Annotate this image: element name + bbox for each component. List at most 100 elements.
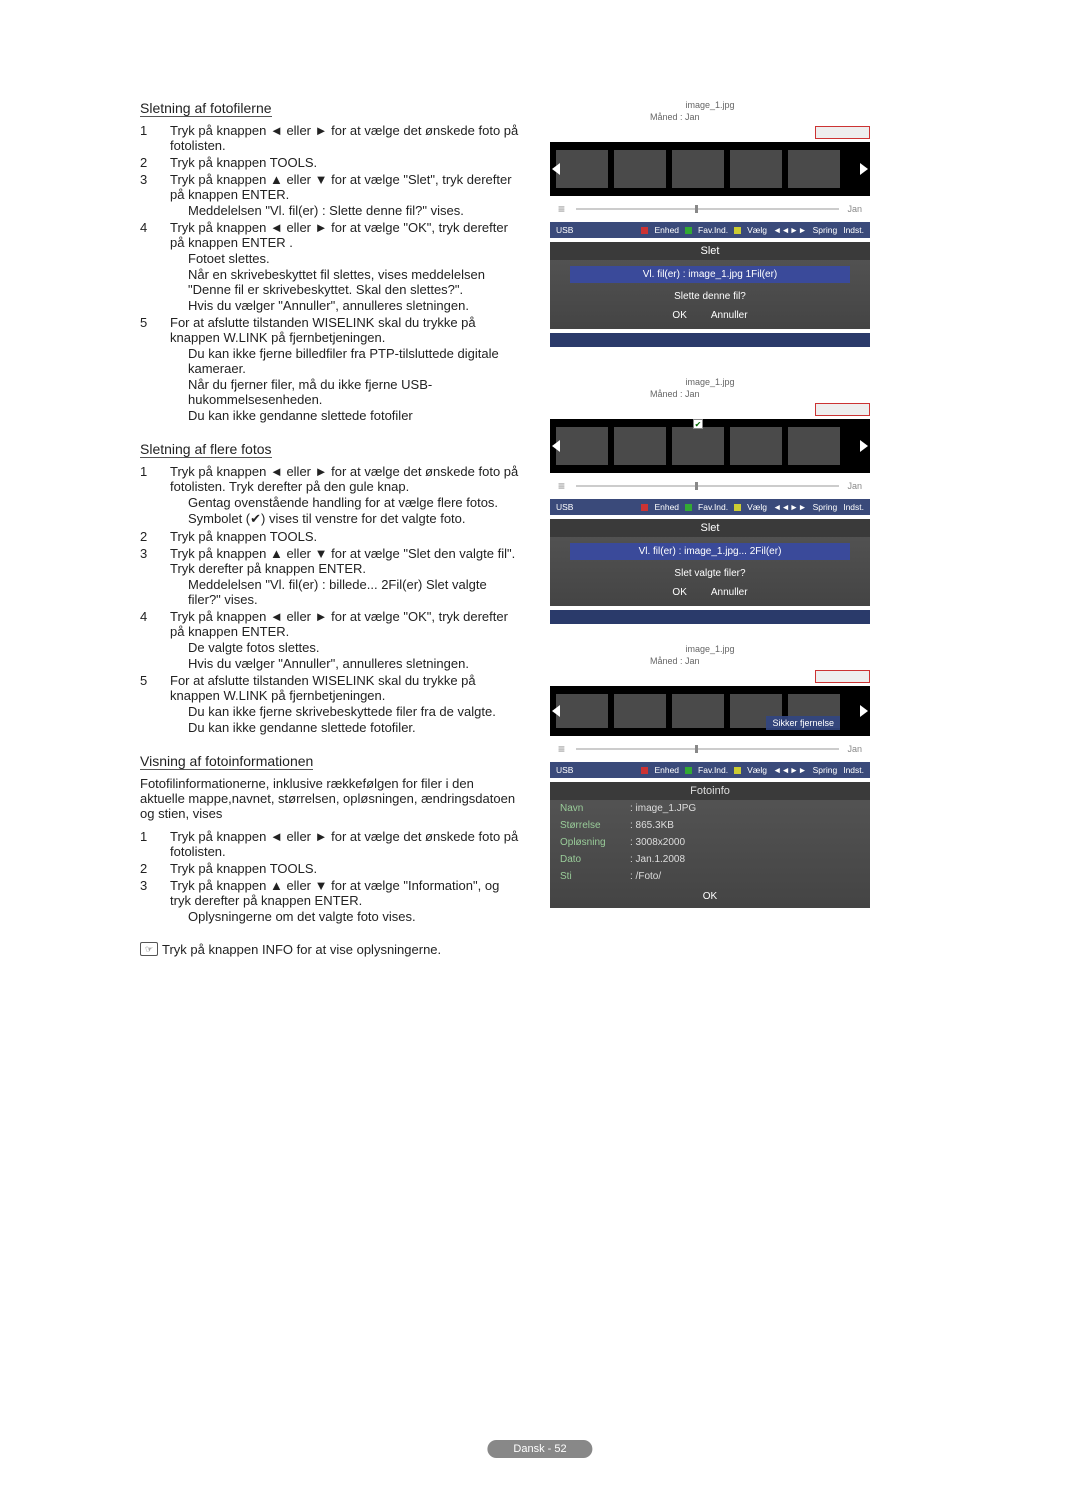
step-subnote: De valgte fotos slettes. <box>170 640 520 655</box>
step-text: Tryk på knappen TOOLS. <box>170 529 520 544</box>
step-number: 1 <box>140 829 170 859</box>
bottom-strip <box>550 610 870 624</box>
arrow-left-icon[interactable] <box>552 163 560 175</box>
thumbnail[interactable] <box>730 150 782 188</box>
info-value: : 3008x2000 <box>630 837 685 848</box>
safe-remove-overlay: Sikker fjernelse <box>766 716 840 730</box>
dialog-file-info: Vl. fil(er) : image_1.jpg... 2Fil(er) <box>570 543 850 560</box>
step-number: 1 <box>140 123 170 153</box>
menu-icon <box>558 742 568 756</box>
step-text: Tryk på knappen ◄ eller ► for at vælge d… <box>170 464 520 527</box>
thumbnail[interactable] <box>556 694 608 728</box>
dialog-title: Slet <box>550 242 870 260</box>
thumbnail[interactable] <box>672 694 724 728</box>
step-text: Tryk på knappen ◄ eller ► for at vælge d… <box>170 123 520 153</box>
dialog-message: Slet valgte filer? <box>550 560 870 587</box>
ok-button[interactable]: OK <box>672 587 686 598</box>
step-number: 4 <box>140 609 170 671</box>
step-subnote: Du kan ikke gendanne slettede fotofiler <box>170 408 520 423</box>
usb-label: USB <box>556 225 573 235</box>
page-footer: Dansk - 52 <box>487 1440 592 1458</box>
step-item: 2Tryk på knappen TOOLS. <box>140 529 520 544</box>
arrow-left-icon[interactable] <box>552 705 560 717</box>
tv-panel-delete-single: image_1.jpg Måned : Jan Jan USB <box>550 100 870 347</box>
section1-title: Sletning af fotofilerne <box>140 100 272 117</box>
info-row: Opløsning: 3008x2000 <box>550 834 870 851</box>
step-text: Tryk på knappen ◄ eller ► for at vælge "… <box>170 609 520 671</box>
thumbnail[interactable] <box>556 427 608 465</box>
thumbnail[interactable] <box>730 427 782 465</box>
tv-panel-delete-multi: image_1.jpg Måned : Jan ✔ Jan USB <box>550 377 870 624</box>
thumbnail[interactable] <box>788 150 840 188</box>
step-item: 1Tryk på knappen ◄ eller ► for at vælge … <box>140 829 520 859</box>
step-text: Tryk på knappen TOOLS. <box>170 155 520 170</box>
step-subnote: Symbolet (✔) vises til venstre for det v… <box>170 511 520 527</box>
step-item: 1Tryk på knappen ◄ eller ► for at vælge … <box>140 123 520 153</box>
arrow-right-icon[interactable] <box>860 440 868 452</box>
step-subnote: Hvis du vælger "Annuller", annulleres sl… <box>170 298 520 313</box>
step-text: Tryk på knappen ◄ eller ► for at vælge d… <box>170 829 520 859</box>
thumbnail[interactable] <box>614 427 666 465</box>
info-value: : Jan.1.2008 <box>630 854 685 865</box>
dialog-file-info: Vl. fil(er) : image_1.jpg 1Fil(er) <box>570 266 850 283</box>
step-number: 4 <box>140 220 170 313</box>
step-subnote: Du kan ikke fjerne skrivebeskyttede file… <box>170 704 520 719</box>
usb-status-bar: USB Enhed Fav.Ind. Vælg ◄◄►►Spring Indst… <box>550 222 870 238</box>
dialog-title: Fotoinfo <box>550 782 870 800</box>
step-subnote: Når du fjerner filer, må du ikke fjerne … <box>170 377 520 407</box>
step-text: Tryk på knappen ▲ eller ▼ for at vælge "… <box>170 546 520 607</box>
cancel-button[interactable]: Annuller <box>711 587 748 598</box>
thumbnail[interactable] <box>556 150 608 188</box>
arrow-right-icon[interactable] <box>860 163 868 175</box>
info-key: Dato <box>560 854 630 865</box>
step-subnote: Fotoet slettes. <box>170 251 520 266</box>
ok-button[interactable]: OK <box>672 310 686 321</box>
section3-intro: Fotofilinformationerne, inklusive rækkef… <box>140 776 520 821</box>
ok-button[interactable]: OK <box>550 885 870 908</box>
thumbnail[interactable] <box>614 694 666 728</box>
section3-title: Visning af fotoinformationen <box>140 753 313 770</box>
step-subnote: Du kan ikke gendanne slettede fotofiler. <box>170 720 520 735</box>
tv-meta: Måned : Jan <box>550 656 870 666</box>
month-slider: Jan <box>550 736 870 762</box>
info-note: Tryk på knappen INFO for at vise oplysni… <box>162 942 441 957</box>
thumbnail[interactable] <box>614 150 666 188</box>
dialog-message: Slette denne fil? <box>550 283 870 310</box>
thumbnail-strip <box>550 142 870 196</box>
info-row: Størrelse: 865.3KB <box>550 817 870 834</box>
tv-filename: image_1.jpg <box>550 377 870 387</box>
arrow-right-icon[interactable] <box>860 705 868 717</box>
step-item: 4Tryk på knappen ◄ eller ► for at vælge … <box>140 220 520 313</box>
usb-status-bar: USB Enhed Fav.Ind. Vælg ◄◄►►Spring Indst… <box>550 762 870 778</box>
step-item: 3Tryk på knappen ▲ eller ▼ for at vælge … <box>140 172 520 218</box>
step-number: 2 <box>140 861 170 876</box>
red-highlight-box <box>815 126 870 139</box>
thumbnail-selected[interactable]: ✔ <box>672 427 724 465</box>
info-icon: ☞ <box>140 942 158 956</box>
info-key: Opløsning <box>560 837 630 848</box>
info-row: Sti: /Foto/ <box>550 868 870 885</box>
info-row: Dato: Jan.1.2008 <box>550 851 870 868</box>
step-number: 2 <box>140 529 170 544</box>
usb-status-bar: USB Enhed Fav.Ind. Vælg ◄◄►►Spring Indst… <box>550 499 870 515</box>
info-key: Navn <box>560 803 630 814</box>
step-item: 3Tryk på knappen ▲ eller ▼ for at vælge … <box>140 546 520 607</box>
step-text: For at afslutte tilstanden WISELINK skal… <box>170 673 520 735</box>
step-subnote: Når en skrivebeskyttet fil slettes, vise… <box>170 267 520 297</box>
arrow-left-icon[interactable] <box>552 440 560 452</box>
section2-title: Sletning af flere fotos <box>140 441 272 458</box>
info-value: : image_1.JPG <box>630 803 696 814</box>
thumbnail[interactable] <box>788 427 840 465</box>
fotoinfo-panel: Fotoinfo Navn: image_1.JPG Størrelse: 865… <box>550 782 870 908</box>
red-highlight-box <box>815 403 870 416</box>
step-subnote: Du kan ikke fjerne billedfiler fra PTP-t… <box>170 346 520 376</box>
thumbnail-strip: ✔ <box>550 419 870 473</box>
info-value: : /Foto/ <box>630 871 661 882</box>
delete-dialog: Slet Vl. fil(er) : image_1.jpg... 2Fil(e… <box>550 519 870 606</box>
usb-label: USB <box>556 502 573 512</box>
step-number: 3 <box>140 546 170 607</box>
menu-icon <box>558 479 568 493</box>
thumbnail[interactable] <box>672 150 724 188</box>
cancel-button[interactable]: Annuller <box>711 310 748 321</box>
dialog-title: Slet <box>550 519 870 537</box>
